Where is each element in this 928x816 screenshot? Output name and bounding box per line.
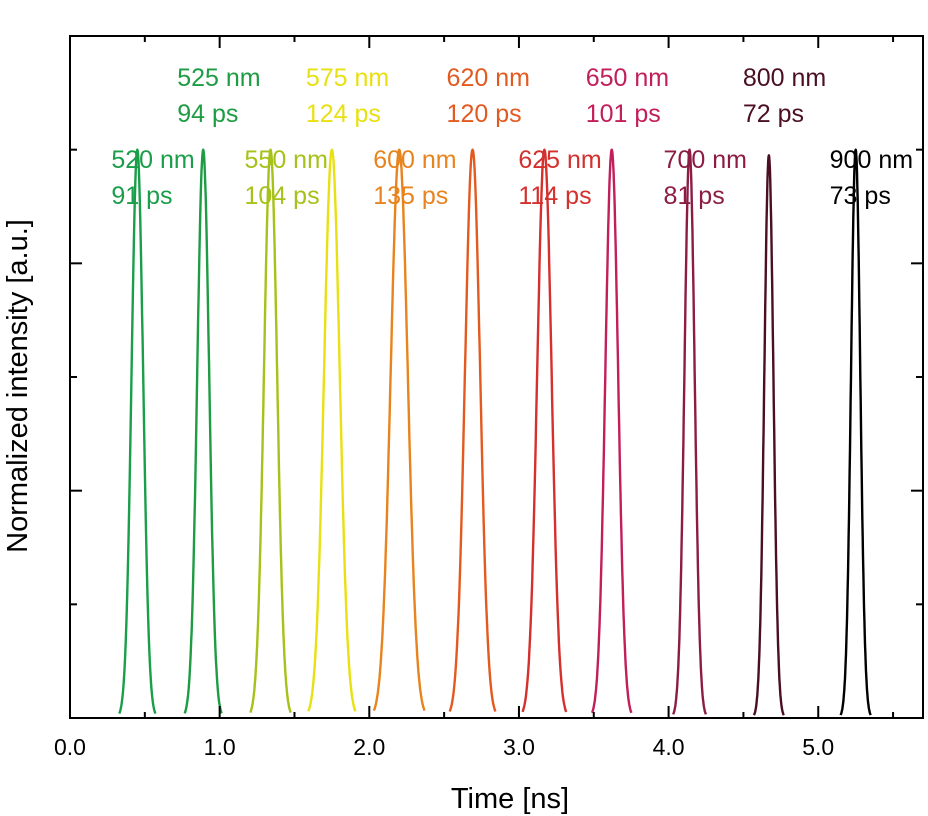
pulse-curve — [839, 148, 872, 716]
pulse-curve — [448, 148, 497, 712]
axis-ticks — [69, 36, 923, 718]
pulse-curve — [521, 148, 568, 713]
pulse-wavelength-label: 550 nm — [245, 146, 328, 174]
pulse-curve — [118, 148, 157, 715]
pulse-fwhm-label: 72 ps — [743, 100, 804, 128]
pulse-fwhm-label: 104 ps — [245, 182, 320, 210]
x-tick-labels: 0.0 1.0 2.0 3.0 4.0 5.0 — [54, 734, 834, 760]
x-tick-label: 1.0 — [204, 734, 236, 760]
pulse-curve — [672, 148, 708, 715]
x-tick-label: 4.0 — [653, 734, 685, 760]
pulse-fwhm-label: 124 ps — [306, 100, 381, 128]
pulse-curves — [118, 148, 872, 716]
pulse-wavelength-label: 800 nm — [743, 64, 826, 92]
pulse-wavelength-label: 525 nm — [177, 64, 260, 92]
pulse-curve — [590, 148, 633, 714]
pulse-fwhm-label: 94 ps — [177, 100, 238, 128]
pulse-fwhm-label: 101 ps — [586, 100, 661, 128]
pulse-wavelength-label: 600 nm — [373, 146, 456, 174]
pulse-fwhm-label: 120 ps — [447, 100, 522, 128]
y-axis-title: Normalized intensity [a.u.] — [2, 219, 34, 553]
pulse-wavelength-label: 900 nm — [830, 146, 913, 174]
pulse-curve — [372, 148, 426, 712]
x-tick-label: 0.0 — [54, 734, 86, 760]
pulse-curve — [752, 154, 785, 716]
pulse-curve — [183, 148, 223, 714]
x-tick-label: 3.0 — [503, 734, 535, 760]
pulse-fwhm-label: 135 ps — [373, 182, 448, 210]
pulse-fwhm-label: 73 ps — [830, 182, 891, 210]
pulse-wavelength-label: 700 nm — [664, 146, 747, 174]
pulse-fwhm-label: 91 ps — [111, 182, 172, 210]
x-tick-label: 2.0 — [353, 734, 385, 760]
pulse-wavelength-label: 575 nm — [306, 64, 389, 92]
pulse-wavelength-label: 520 nm — [111, 146, 194, 174]
pulse-wavelength-label: 625 nm — [518, 146, 601, 174]
pulse-curve — [307, 148, 357, 712]
pulse-wavelength-label: 620 nm — [447, 64, 530, 92]
pulse-curve — [249, 148, 292, 713]
x-axis-title: Time [ns] — [451, 783, 569, 815]
x-tick-label: 5.0 — [802, 734, 834, 760]
pulse-wavelength-label: 650 nm — [586, 64, 669, 92]
pulse-fwhm-label: 114 ps — [518, 182, 591, 210]
pulse-fwhm-label: 81 ps — [664, 182, 725, 210]
